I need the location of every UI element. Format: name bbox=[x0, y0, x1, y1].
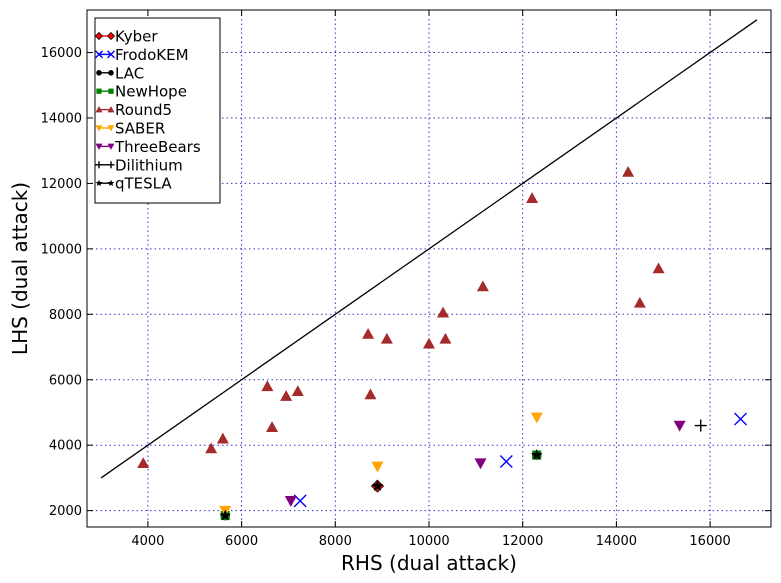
round5-point bbox=[205, 442, 218, 454]
frodokem-point bbox=[734, 412, 748, 426]
legend-label-threebears: ThreeBears bbox=[114, 138, 201, 156]
round5-point bbox=[622, 165, 635, 177]
y-tick-label: 10000 bbox=[41, 242, 82, 257]
series-dilithium bbox=[694, 419, 707, 432]
round5-point bbox=[291, 385, 304, 397]
frodokem-point-stroke bbox=[293, 494, 307, 508]
qtesla-point bbox=[219, 509, 231, 521]
x-axis-title: RHS (dual attack) bbox=[341, 551, 517, 575]
legend-marker-dilithium bbox=[95, 161, 103, 169]
legend-box bbox=[94, 17, 221, 204]
legend-marker-frodokem-stroke bbox=[107, 50, 115, 59]
round5-point bbox=[652, 262, 665, 274]
x-tick-label: 4000 bbox=[131, 534, 164, 549]
y-tick-label: 6000 bbox=[49, 373, 82, 388]
y-tick-label: 12000 bbox=[41, 177, 82, 192]
round5-point bbox=[216, 432, 229, 444]
threebears-point bbox=[474, 458, 487, 470]
round5-point bbox=[380, 332, 393, 344]
y-tick-label: 4000 bbox=[49, 439, 82, 454]
legend-label-newhope: NewHope bbox=[115, 83, 187, 101]
y-tick-label: 8000 bbox=[49, 308, 82, 323]
threebears-point bbox=[284, 496, 297, 507]
legend-marker-saber bbox=[95, 125, 103, 132]
y-tick-label: 2000 bbox=[49, 504, 82, 519]
legend-marker-lac bbox=[96, 70, 102, 76]
reference-line-layer bbox=[100, 19, 758, 479]
round5-point bbox=[437, 306, 450, 318]
legend-label-lac: LAC bbox=[115, 64, 144, 82]
x-tick-label: 10000 bbox=[408, 534, 449, 549]
round5-point bbox=[476, 280, 489, 292]
legend-marker-newhope bbox=[96, 88, 102, 94]
x-tick-label: 14000 bbox=[596, 534, 637, 549]
legend-marker-round5 bbox=[95, 106, 103, 113]
saber-point bbox=[371, 461, 384, 473]
legend-marker-round5 bbox=[107, 106, 115, 113]
legend-marker-qtesla bbox=[95, 179, 103, 187]
qtesla-point bbox=[371, 480, 384, 491]
y-tick-label: 16000 bbox=[41, 46, 82, 61]
legend-marker-newhope bbox=[108, 88, 114, 94]
legend: KyberFrodoKEMLACNewHopeRound5SABERThreeB… bbox=[94, 17, 221, 204]
legend-marker-threebears bbox=[107, 143, 115, 150]
x-tick-label: 12000 bbox=[502, 534, 543, 549]
legend-label-saber: SABER bbox=[115, 120, 165, 138]
legend-marker-kyber bbox=[106, 31, 116, 41]
legend-marker-kyber bbox=[94, 31, 104, 41]
round5-point bbox=[280, 390, 293, 401]
axis-ticks: 4000 6000 8000 10000 12000 14000 16000 2000 4000… bbox=[41, 10, 771, 549]
frodokem-point-stroke bbox=[734, 412, 748, 426]
series-round5 bbox=[137, 165, 665, 468]
x-tick-label: 16000 bbox=[689, 534, 730, 549]
series-threebears bbox=[284, 420, 686, 507]
dilithium-point bbox=[694, 419, 707, 432]
legend-marker-frodokem-stroke bbox=[95, 50, 103, 59]
round5-point bbox=[362, 327, 375, 339]
series-frodokem bbox=[293, 412, 748, 508]
legend-marker-qtesla bbox=[107, 179, 115, 187]
legend-label-frodokem: FrodoKEM bbox=[115, 46, 189, 64]
qtesla-point bbox=[531, 449, 543, 460]
round5-point bbox=[633, 296, 646, 308]
round5-point bbox=[364, 388, 377, 400]
round5-point bbox=[266, 421, 279, 432]
round5-point bbox=[439, 332, 452, 344]
legend-marker-saber bbox=[107, 125, 115, 132]
x-tick-label: 8000 bbox=[319, 534, 352, 549]
legend-marker-dilithium bbox=[107, 161, 115, 169]
threebears-point bbox=[673, 420, 686, 432]
y-axis-title: LHS (dual attack) bbox=[8, 182, 32, 355]
round5-point bbox=[423, 337, 435, 349]
legend-marker-frodokem bbox=[95, 50, 103, 59]
series-saber bbox=[219, 412, 543, 517]
legend-marker-frodokem bbox=[107, 50, 115, 59]
round5-point bbox=[137, 457, 150, 468]
legend-label-dilithium: Dilithium bbox=[115, 156, 183, 174]
data-points bbox=[137, 165, 748, 521]
frodokem-point bbox=[499, 455, 513, 469]
series-qtesla bbox=[219, 449, 543, 521]
legend-label-kyber: Kyber bbox=[115, 28, 158, 46]
legend-label-qtesla: qTESLA bbox=[115, 175, 172, 193]
frodokem-point-stroke bbox=[499, 455, 513, 469]
legend-label-round5: Round5 bbox=[115, 101, 172, 119]
round5-point bbox=[261, 380, 274, 392]
x-tick-label: 6000 bbox=[225, 534, 258, 549]
legend-marker-lac bbox=[108, 70, 114, 76]
legend-marker-threebears bbox=[95, 143, 103, 150]
round5-point bbox=[526, 192, 539, 203]
reference-line bbox=[100, 19, 758, 479]
y-tick-label: 14000 bbox=[41, 111, 82, 126]
saber-point bbox=[530, 412, 543, 424]
